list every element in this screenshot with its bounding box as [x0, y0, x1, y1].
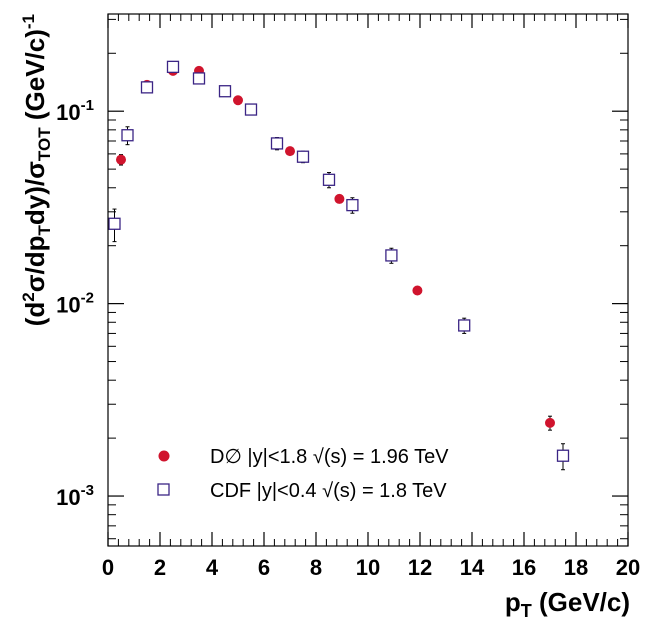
y-axis-title: (d2σ/dpTdy)/σTOT (GeV/c)-1 [19, 14, 54, 326]
x-axis-title-rest: (GeV/c) [532, 587, 630, 617]
x-tick-label: 8 [310, 555, 322, 580]
data-point-cdf [108, 217, 121, 230]
data-point-d0 [545, 417, 555, 428]
y-tick-label-base: 10 [56, 293, 80, 318]
legend-marker-cdf [157, 483, 170, 496]
data-point-cdf [346, 198, 359, 212]
legend-label-cdf: CDF |y|<0.4 √(s) = 1.8 TeV [210, 480, 447, 502]
y-tick-label: 10-2 [56, 290, 94, 318]
y-tick-label: 10-1 [56, 97, 94, 125]
y-axis-title-a: (d [20, 302, 50, 327]
y-tick-label-exponent: -3 [81, 482, 94, 499]
data-point-d0 [412, 285, 423, 296]
x-axis-title-sub: T [521, 601, 532, 621]
legend-marker-d0 [158, 450, 170, 462]
x-axis-title: pT (GeV/c) [505, 587, 630, 621]
y-tick-label-exponent: -1 [81, 97, 94, 114]
data-point-d0 [285, 146, 295, 157]
y-axis-title-sup1: 2 [19, 292, 38, 301]
y-axis-title-c: dy)/σ [20, 161, 50, 225]
y-tick-label-base: 10 [56, 100, 80, 125]
data-point-cdf [458, 319, 471, 332]
legend-label-d0: D∅ |y|<1.8 √(s) = 1.96 TeV [210, 446, 449, 468]
x-tick-label: 10 [356, 555, 380, 580]
data-point-d0 [233, 95, 243, 106]
y-axis-title-b: σ/dp [20, 235, 50, 292]
data-point-cdf [192, 72, 206, 85]
y-tick-label-base: 10 [56, 485, 80, 510]
y-axis-title-d: (GeV/c) [20, 29, 50, 127]
x-axis-title-main: p [505, 587, 521, 617]
x-tick-label: 12 [408, 555, 432, 580]
x-tick-label: 20 [616, 555, 640, 580]
x-tick-label: 2 [154, 555, 166, 580]
data-point-cdf [270, 137, 284, 150]
legend: D∅ |y|<1.8 √(s) = 1.96 TeV CDF |y|<0.4 √… [157, 446, 449, 502]
data-point-cdf [244, 103, 258, 116]
x-tick-label: 6 [258, 555, 270, 580]
data-point-cdf [322, 173, 336, 186]
data-point-d0 [334, 193, 345, 204]
x-tick-label: 18 [564, 555, 588, 580]
data-point-cdf [296, 150, 310, 163]
x-tick-label: 14 [460, 555, 485, 580]
data-point-cdf [385, 249, 398, 262]
y-axis-title-sub2: TOT [35, 127, 54, 161]
data-point-cdf [218, 85, 232, 98]
y-tick-labels: 10-110-210-3 [56, 97, 94, 510]
x-tick-labels: 0 2 4 6 8 10 12 14 16 18 20 [102, 555, 640, 580]
series-d0 [116, 65, 555, 431]
y-tick-label: 10-3 [56, 482, 94, 510]
series-layer [108, 60, 570, 471]
series-cdf [108, 60, 570, 471]
data-point-cdf [140, 81, 154, 94]
y-axis-title-sub1: T [35, 224, 54, 235]
minor-ticks [108, 14, 628, 546]
y-axis-title-sup2: -1 [19, 14, 38, 29]
data-point-cdf [121, 129, 134, 142]
plot-frame [107, 13, 629, 547]
data-point-cdf [556, 449, 570, 462]
y-tick-label-exponent: -2 [81, 290, 94, 307]
data-point-d0 [116, 154, 126, 165]
x-tick-label: 4 [206, 555, 219, 580]
x-tick-label: 16 [512, 555, 536, 580]
data-point-cdf [166, 60, 180, 74]
x-tick-label: 0 [102, 555, 114, 580]
major-ticks [107, 14, 629, 546]
